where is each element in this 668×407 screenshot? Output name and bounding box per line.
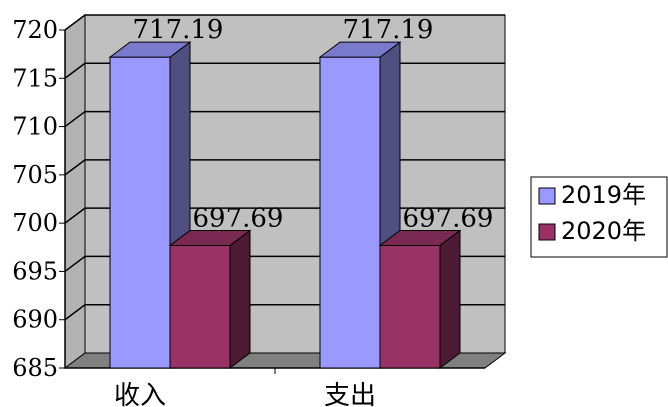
bar-top [378,229,462,246]
bar [379,244,441,369]
y-tick-label: 715 [12,64,58,92]
y-tick-label: 710 [12,113,58,141]
y-axis: 685 690 695 700 705 710 715 720 [12,16,485,382]
side-wall [64,14,86,369]
bar [109,56,171,369]
bar-top [168,229,252,246]
bar-side [439,229,461,369]
bar-top [108,41,192,58]
y-tick-label: 720 [12,16,58,44]
gridline [64,14,505,31]
legend-swatch [538,223,556,241]
bars [108,41,462,369]
x-category-label: 收入 [114,381,166,407]
y-tick-label: 685 [12,354,58,382]
bar-side [229,229,251,369]
data-label: 717.19 [133,15,224,45]
data-label: 717.19 [343,15,434,45]
y-tick-label: 690 [12,306,58,334]
data-label: 697.69 [403,203,494,233]
legend-label: 2020年 [561,217,646,245]
y-tick-label: 695 [12,257,58,285]
bar-top [318,41,402,58]
y-tick-label: 700 [12,209,58,237]
data-labels: 717.19 697.69 717.19 697.69 [133,15,494,233]
x-axis-categories: 收入 支出 [114,368,376,407]
y-tick-label: 705 [12,161,58,189]
legend: 2019年 2020年 [530,176,668,258]
bar [319,56,381,369]
legend-label: 2019年 [561,181,646,209]
legend-swatch [538,187,556,205]
x-category-label: 支出 [324,381,376,407]
data-label: 697.69 [193,203,284,233]
bar [169,244,231,369]
